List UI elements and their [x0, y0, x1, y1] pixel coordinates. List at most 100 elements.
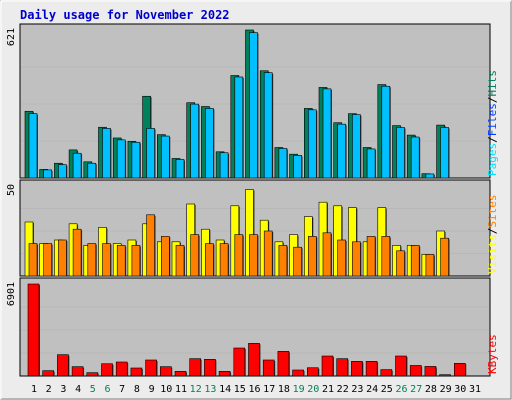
bar-sites — [43, 243, 53, 277]
bar-sites — [381, 236, 391, 277]
bar-kbytes — [306, 367, 319, 377]
bar-files — [87, 162, 97, 179]
y-axis-max-label: 6901 — [6, 282, 17, 306]
bar-files — [396, 127, 405, 179]
bar-kbytes — [439, 374, 451, 377]
x-axis-day-label: 23 — [351, 384, 363, 395]
bar-kbytes — [336, 358, 349, 377]
bar-kbytes — [218, 371, 231, 377]
x-axis-day-label: 8 — [134, 384, 140, 395]
x-axis-day-label: 28 — [425, 384, 437, 395]
bar-kbytes — [145, 359, 157, 377]
bar-sites — [410, 245, 420, 277]
bar-files — [205, 108, 214, 179]
bar-sites — [307, 236, 317, 277]
bar-files — [425, 173, 435, 179]
x-axis-day-label: 3 — [60, 384, 66, 395]
bar-kbytes — [86, 372, 99, 377]
y-axis-max-label: 621 — [6, 28, 17, 46]
y-axis-max-label: 50 — [6, 184, 17, 196]
x-axis-day-label: 16 — [248, 384, 260, 395]
x-axis-day-label: 1 — [31, 384, 37, 395]
bar-sites — [322, 232, 332, 277]
bar-files — [219, 152, 229, 179]
x-axis-day-label: 4 — [75, 384, 81, 395]
bar-sites — [131, 245, 141, 277]
bar-sites — [116, 245, 126, 277]
bar-kbytes — [365, 361, 378, 377]
bar-files — [131, 141, 141, 179]
x-axis-day-labels: 1 2 3 4 5 6 7 8 9 10 11 12 13 14 15 16 17 18 19 20 21 22 23 24 2… — [31, 384, 481, 395]
bar-sites — [190, 234, 199, 277]
bar-kbytes — [262, 359, 275, 377]
bar-files — [249, 32, 258, 179]
legend-entry: Visits — [486, 234, 499, 274]
bar-kbytes — [174, 371, 187, 377]
bar-files — [43, 169, 53, 179]
bar-sites — [249, 234, 258, 277]
bar-files — [366, 148, 376, 179]
legend-entry: Pages — [486, 143, 499, 176]
x-axis-day-label: 12 — [190, 384, 202, 395]
x-axis-day-label: 22 — [337, 384, 349, 395]
bar-files — [278, 148, 288, 179]
x-axis-day-label: 9 — [149, 384, 155, 395]
bar-files — [146, 128, 155, 179]
bar-kbytes — [71, 366, 84, 377]
x-axis-day-label: 11 — [175, 384, 187, 395]
bar-files — [293, 155, 302, 179]
legend-kbytes: KBytes — [486, 334, 499, 374]
legend-entry: / — [486, 136, 499, 143]
x-axis-day-label: 2 — [46, 384, 52, 395]
bar-kbytes — [233, 347, 246, 377]
bar-files — [28, 113, 38, 179]
bar-sites — [102, 243, 111, 277]
x-axis-day-label: 15 — [234, 384, 246, 395]
bar-kbytes — [380, 369, 393, 377]
bar-files — [263, 72, 273, 179]
bar-files — [410, 136, 420, 179]
legend-entry: Sites — [486, 195, 499, 228]
bar-kbytes — [351, 361, 363, 377]
bar-sites — [425, 254, 435, 277]
x-axis-day-label: 20 — [307, 384, 319, 395]
bar-files — [307, 109, 317, 179]
bar-kbytes — [292, 369, 304, 377]
bar-kbytes — [115, 361, 128, 377]
x-axis-day-label: 25 — [381, 384, 393, 395]
bar-sites — [440, 237, 449, 277]
x-axis-day-label: 14 — [219, 384, 231, 395]
bar-sites — [205, 243, 214, 277]
legend-entry: / — [486, 228, 499, 235]
x-axis-day-label: 30 — [454, 384, 466, 395]
bar-sites — [58, 239, 67, 277]
x-axis-day-label: 26 — [395, 384, 407, 395]
bar-kbytes — [409, 365, 422, 377]
bar-sites — [234, 234, 244, 277]
bar-sites — [161, 236, 170, 277]
chart-bars — [24, 29, 467, 377]
bar-kbytes — [101, 363, 113, 377]
y-axis-max-labels: 621 50 6901 — [6, 28, 17, 306]
legend-entry: Files — [486, 103, 499, 136]
bar-sites — [219, 243, 229, 277]
legend-visits-sites: Visits/Sites — [486, 195, 499, 275]
bar-files — [440, 127, 449, 179]
bar-sites — [146, 214, 155, 277]
bar-files — [58, 164, 67, 179]
bar-sites — [352, 241, 361, 277]
x-axis-day-label: 5 — [90, 384, 96, 395]
bar-files — [116, 139, 126, 179]
bar-files — [381, 85, 391, 179]
bar-sites — [28, 243, 38, 277]
legend-entry: / — [486, 97, 499, 104]
chart-title: Daily usage for November 2022 — [20, 8, 230, 22]
x-axis-day-label: 31 — [469, 384, 481, 395]
bar-files — [72, 152, 82, 179]
bar-sites — [396, 250, 405, 277]
x-axis-day-label: 10 — [160, 384, 172, 395]
bar-kbytes — [189, 358, 201, 377]
bar-kbytes — [395, 355, 407, 377]
